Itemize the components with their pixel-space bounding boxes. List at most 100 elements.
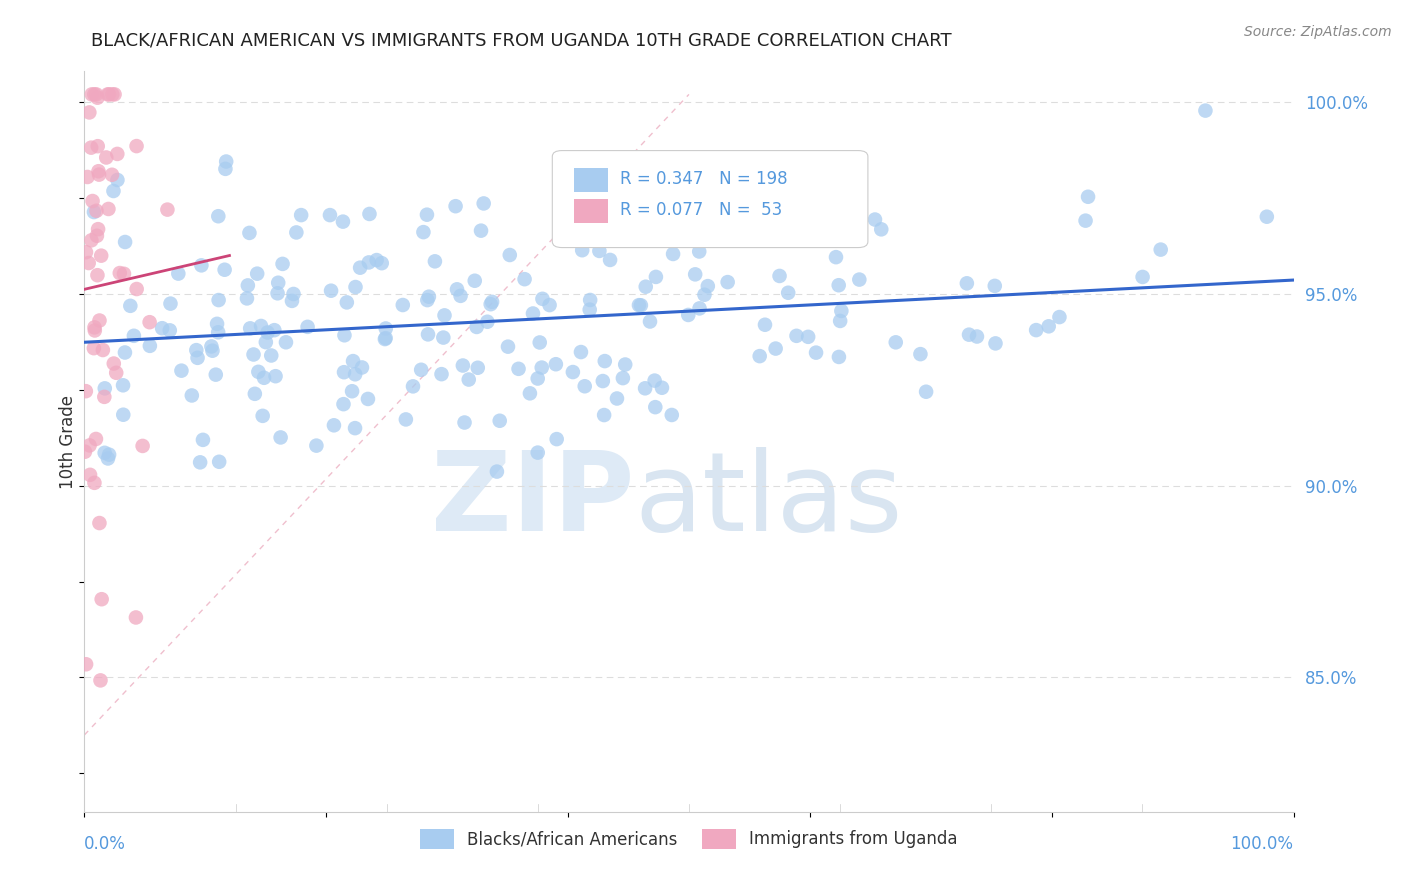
Point bbox=[201, 343, 224, 358]
Point bbox=[98, 448, 121, 462]
Point bbox=[87, 164, 110, 178]
Point bbox=[544, 357, 567, 371]
Point bbox=[170, 364, 193, 378]
Point bbox=[612, 371, 634, 385]
Point bbox=[884, 335, 907, 350]
Point bbox=[477, 315, 499, 329]
Point bbox=[125, 282, 148, 296]
Point bbox=[529, 335, 551, 350]
Text: R = 0.077   N =  53: R = 0.077 N = 53 bbox=[620, 201, 782, 219]
Point bbox=[305, 439, 328, 453]
Point bbox=[662, 247, 685, 261]
Point bbox=[200, 339, 222, 353]
Point bbox=[433, 309, 456, 323]
Point bbox=[204, 368, 226, 382]
Point bbox=[574, 379, 596, 393]
Point bbox=[253, 371, 276, 385]
Point bbox=[103, 357, 125, 371]
Point bbox=[250, 318, 273, 333]
Point bbox=[530, 360, 553, 375]
Point bbox=[634, 381, 657, 395]
Point bbox=[122, 328, 145, 343]
Point bbox=[957, 327, 980, 342]
Point bbox=[205, 317, 228, 331]
Point bbox=[297, 319, 319, 334]
Point bbox=[108, 266, 131, 280]
Point bbox=[75, 384, 97, 399]
Point bbox=[112, 267, 135, 281]
Point bbox=[357, 392, 380, 406]
Point bbox=[467, 360, 489, 375]
Point bbox=[270, 430, 292, 444]
Point bbox=[80, 141, 103, 155]
Point bbox=[214, 161, 236, 176]
Point bbox=[242, 347, 264, 361]
Point bbox=[488, 414, 510, 428]
Point bbox=[266, 286, 288, 301]
Point bbox=[614, 358, 637, 372]
Point bbox=[786, 328, 808, 343]
Point bbox=[453, 416, 475, 430]
Point bbox=[97, 87, 120, 102]
Point bbox=[79, 467, 101, 482]
Point bbox=[139, 339, 162, 353]
Point bbox=[748, 349, 770, 363]
Point bbox=[114, 235, 136, 249]
Point bbox=[479, 297, 502, 311]
Point bbox=[778, 285, 800, 300]
Point bbox=[323, 418, 346, 433]
Point bbox=[444, 199, 467, 213]
Point bbox=[246, 267, 269, 281]
Point bbox=[546, 432, 568, 446]
Point bbox=[513, 272, 536, 286]
Point bbox=[593, 408, 616, 422]
Point bbox=[83, 87, 105, 102]
Point bbox=[641, 231, 664, 245]
Point bbox=[1150, 243, 1173, 257]
Point bbox=[765, 342, 787, 356]
Point bbox=[1077, 190, 1099, 204]
Point bbox=[451, 359, 474, 373]
Point bbox=[83, 323, 105, 337]
Point bbox=[374, 332, 396, 346]
Text: Source: ZipAtlas.com: Source: ZipAtlas.com bbox=[1244, 25, 1392, 39]
Point bbox=[599, 252, 621, 267]
Point bbox=[186, 343, 208, 358]
FancyBboxPatch shape bbox=[574, 200, 607, 223]
Point bbox=[84, 432, 107, 446]
Point bbox=[630, 298, 652, 312]
Point bbox=[366, 253, 388, 268]
Point bbox=[260, 349, 283, 363]
Point bbox=[411, 363, 433, 377]
Point bbox=[103, 184, 125, 198]
Point bbox=[105, 366, 128, 380]
Point bbox=[75, 245, 97, 260]
Point bbox=[782, 203, 804, 218]
Point bbox=[688, 244, 710, 259]
Point bbox=[77, 256, 100, 270]
Point bbox=[915, 384, 938, 399]
Point bbox=[579, 293, 602, 307]
Point bbox=[508, 361, 530, 376]
Point bbox=[73, 444, 96, 458]
Point bbox=[371, 256, 394, 270]
Point bbox=[450, 289, 472, 303]
Point bbox=[150, 321, 173, 335]
Point bbox=[89, 516, 111, 530]
Point bbox=[89, 673, 111, 688]
Point bbox=[107, 173, 129, 187]
Point bbox=[332, 214, 354, 228]
Point bbox=[485, 465, 508, 479]
Point bbox=[93, 390, 115, 404]
Point bbox=[627, 298, 650, 312]
Point bbox=[870, 222, 893, 236]
Point bbox=[647, 229, 669, 244]
Point bbox=[125, 139, 148, 153]
Point bbox=[263, 323, 285, 337]
Point bbox=[238, 226, 260, 240]
Point bbox=[804, 345, 827, 359]
Y-axis label: 10th Grade: 10th Grade bbox=[59, 394, 77, 489]
Point bbox=[97, 451, 120, 466]
FancyBboxPatch shape bbox=[553, 151, 868, 248]
Point bbox=[80, 87, 103, 102]
